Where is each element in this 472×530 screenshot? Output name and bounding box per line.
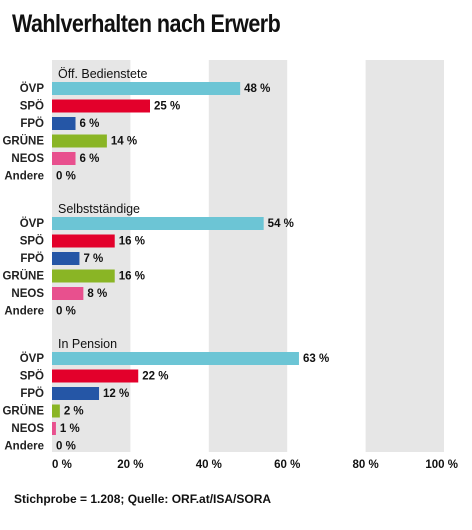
data-label: 0 % (56, 306, 76, 318)
group-label: In Pension (58, 337, 117, 351)
data-label: 2 % (64, 406, 84, 418)
data-label: 0 % (56, 441, 76, 453)
category-label: SPÖ (20, 235, 44, 248)
category-label: SPÖ (20, 100, 44, 113)
bar (52, 152, 76, 165)
bar (52, 234, 115, 248)
data-label: 1 % (60, 423, 80, 435)
bar (52, 117, 76, 130)
x-tick-label: 60 % (274, 459, 300, 471)
bar (52, 99, 150, 113)
category-label: ÖVP (20, 352, 45, 365)
data-label: 16 % (119, 271, 145, 283)
data-label: 6 % (80, 153, 100, 165)
data-label: 8 % (87, 288, 107, 300)
bar (52, 287, 84, 300)
x-tick-label: 80 % (352, 459, 378, 471)
category-label: Andere (4, 171, 44, 183)
category-label: ÖVP (20, 217, 45, 230)
bar (52, 404, 60, 418)
bar (52, 217, 264, 230)
data-label: 16 % (119, 236, 145, 248)
data-label: 12 % (103, 388, 129, 400)
bar (52, 269, 115, 283)
x-tick-label: 0 % (52, 459, 72, 471)
data-label: 0 % (56, 171, 76, 183)
category-label: Andere (4, 441, 44, 453)
data-label: 14 % (111, 136, 137, 148)
category-label: GRÜNE (2, 135, 44, 148)
data-label: 25 % (154, 101, 180, 113)
category-label: Andere (4, 306, 44, 318)
x-tick-label: 40 % (196, 459, 222, 471)
x-tick-label: 100 % (425, 459, 458, 471)
grid-band (208, 60, 288, 452)
data-label: 63 % (303, 353, 329, 365)
category-label: NEOS (11, 153, 44, 165)
data-label: 22 % (142, 371, 168, 383)
category-label: GRÜNE (2, 270, 44, 283)
data-label: 48 % (244, 83, 270, 95)
group-label: Öff. Bedienstete (58, 67, 147, 81)
category-label: NEOS (11, 423, 44, 435)
x-tick-label: 20 % (117, 459, 143, 471)
data-label: 6 % (80, 118, 100, 130)
bar (52, 134, 107, 148)
data-label: 7 % (83, 253, 103, 265)
category-label: FPÖ (20, 387, 44, 400)
bar (52, 352, 299, 365)
bar (52, 422, 56, 435)
category-label: FPÖ (20, 117, 44, 130)
group-label: Selbstständige (58, 202, 140, 216)
category-label: SPÖ (20, 370, 44, 383)
chart-title: Wahlverhalten nach Erwerb (12, 10, 281, 38)
bar (52, 369, 139, 383)
bar (52, 387, 100, 400)
category-label: ÖVP (20, 82, 45, 95)
bar (52, 82, 241, 95)
bar (52, 252, 80, 265)
data-label: 54 % (268, 218, 294, 230)
category-label: FPÖ (20, 252, 44, 265)
category-label: GRÜNE (2, 405, 44, 418)
grid-band (365, 60, 444, 452)
source-note: Stichprobe = 1.208; Quelle: ORF.at/ISA/S… (14, 492, 272, 506)
category-label: NEOS (11, 288, 44, 300)
